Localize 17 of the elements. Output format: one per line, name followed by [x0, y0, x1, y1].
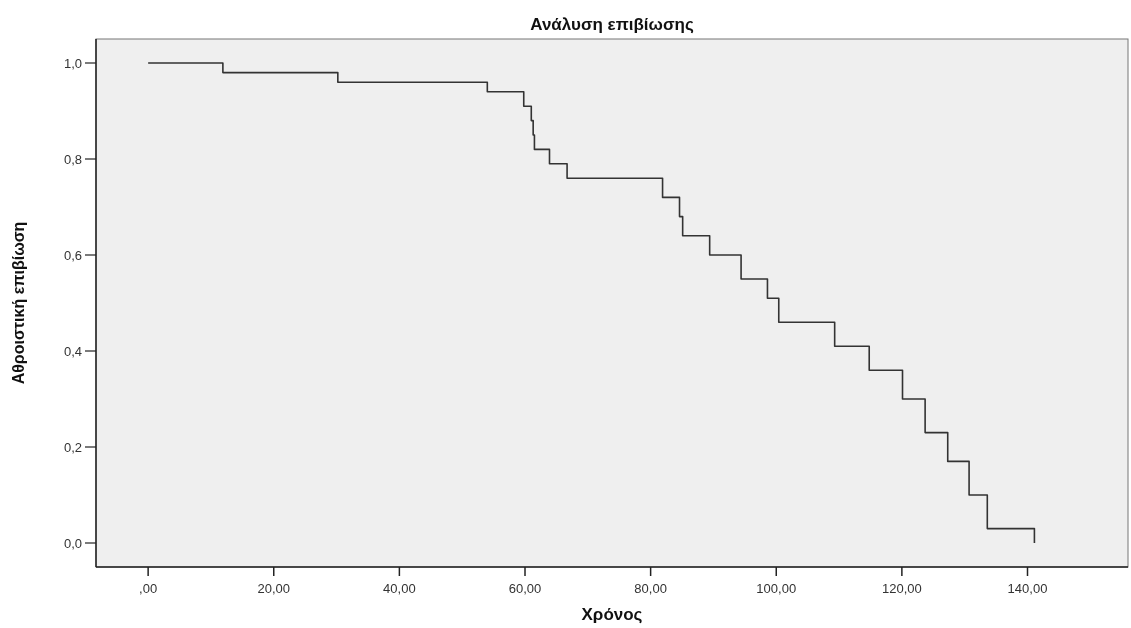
x-tick-label: 80,00 — [634, 581, 667, 596]
y-axis-title: Αθροιστική επιβίωση — [10, 221, 27, 385]
y-tick-label: 0,0 — [63, 535, 82, 551]
x-tick-label: 20,00 — [257, 581, 291, 596]
x-tick-label: 120,00 — [881, 581, 922, 596]
x-tick-label: 60,00 — [508, 581, 542, 596]
y-tick-label: 0,8 — [63, 151, 82, 167]
x-tick-label: 100,00 — [756, 581, 797, 596]
y-tick-label: 0,2 — [63, 439, 82, 455]
y-tick-label: 1,0 — [63, 55, 82, 71]
x-tick-label: 140,00 — [1007, 581, 1048, 596]
x-axis-title: Χρόνος — [581, 605, 643, 624]
x-tick-label: 40,00 — [383, 581, 416, 596]
chart-title: Ανάλυση επιβίωσης — [530, 15, 694, 34]
y-tick-label: 0,4 — [63, 343, 82, 359]
y-tick-label: 0,6 — [63, 247, 82, 263]
x-tick-label: ,00 — [139, 581, 158, 596]
